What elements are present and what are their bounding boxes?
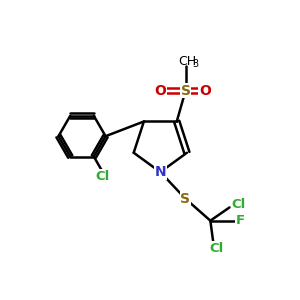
Text: Cl: Cl bbox=[209, 242, 224, 255]
Text: CH: CH bbox=[178, 55, 196, 68]
Text: Cl: Cl bbox=[95, 170, 110, 183]
Text: S: S bbox=[181, 84, 190, 98]
Text: O: O bbox=[199, 84, 211, 98]
Text: O: O bbox=[154, 84, 166, 98]
Text: F: F bbox=[236, 214, 245, 227]
Text: Cl: Cl bbox=[231, 198, 245, 211]
Text: 3: 3 bbox=[192, 59, 198, 69]
Text: S: S bbox=[180, 192, 190, 206]
Text: N: N bbox=[154, 165, 166, 179]
